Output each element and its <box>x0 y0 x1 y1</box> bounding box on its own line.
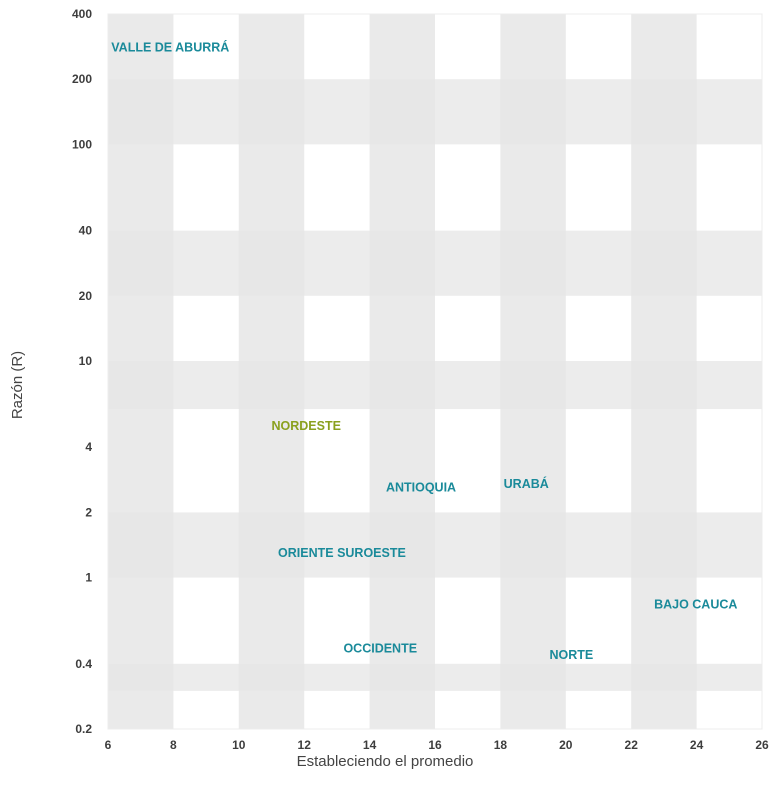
vertical-band-3 <box>500 14 566 729</box>
y-tick-label: 0.4 <box>75 657 92 671</box>
data-point-label: VALLE DE ABURRÁ <box>111 40 229 55</box>
x-tick-label: 6 <box>105 738 112 752</box>
data-point-label: BAJO CAUCA <box>654 598 737 612</box>
y-tick-label: 100 <box>72 137 92 151</box>
x-tick-label: 12 <box>298 738 312 752</box>
y-tick-label: 20 <box>79 289 93 303</box>
x-tick-label: 8 <box>170 738 177 752</box>
plot-frame <box>107 13 763 730</box>
x-tick-label: 26 <box>755 738 769 752</box>
x-tick-label: 20 <box>559 738 573 752</box>
x-tick-label: 10 <box>232 738 246 752</box>
y-tick-label: 200 <box>72 72 92 86</box>
data-point-label: NORTE <box>549 648 593 662</box>
vertical-band-2 <box>369 14 435 729</box>
x-axis-title: Estableciendo el promedio <box>297 753 474 770</box>
x-axis-ticks: 6 8 10 12 14 16 18 20 22 24 26 <box>105 738 769 752</box>
x-tick-label: 14 <box>363 738 377 752</box>
y-tick-label: 400 <box>72 7 92 21</box>
data-point-label: ORIENTE SUROESTE <box>278 546 406 560</box>
vertical-band-0 <box>108 14 174 729</box>
data-point-label: NORDESTE <box>272 419 341 433</box>
plot-border <box>107 13 763 730</box>
y-axis-ticks: 0.2 0.4 1 2 4 10 20 40 100 200 400 <box>72 7 92 736</box>
x-tick-label: 24 <box>690 738 704 752</box>
background-bands <box>108 14 762 729</box>
y-tick-label: 40 <box>79 224 93 238</box>
data-point-label: OCCIDENTE <box>343 642 417 656</box>
y-tick-label: 0.2 <box>75 722 92 736</box>
y-tick-label: 1 <box>85 571 92 585</box>
data-point-labels: VALLE DE ABURRÁ NORDESTE ANTIOQUIA URABÁ ORI… <box>111 40 737 662</box>
data-point-label: URABÁ <box>504 476 549 491</box>
vertical-band-4 <box>631 14 697 729</box>
x-tick-label: 16 <box>428 738 442 752</box>
x-tick-label: 18 <box>494 738 508 752</box>
x-tick-label: 22 <box>625 738 639 752</box>
y-tick-label: 4 <box>85 440 92 454</box>
y-axis-title: Razón (R) <box>9 351 26 419</box>
data-point-label: ANTIOQUIA <box>386 481 456 495</box>
y-tick-label: 10 <box>79 354 93 368</box>
vertical-band-1 <box>238 14 305 729</box>
y-tick-label: 2 <box>85 505 92 519</box>
